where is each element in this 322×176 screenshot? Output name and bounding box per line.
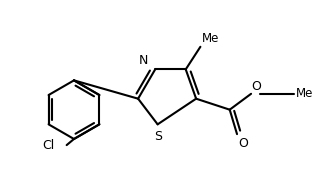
Text: Cl: Cl (42, 139, 54, 152)
Text: N: N (138, 54, 148, 67)
Text: S: S (154, 130, 162, 143)
Text: Me: Me (202, 32, 220, 45)
Text: O: O (252, 80, 261, 93)
Text: Me: Me (296, 87, 313, 100)
Text: O: O (238, 137, 248, 150)
